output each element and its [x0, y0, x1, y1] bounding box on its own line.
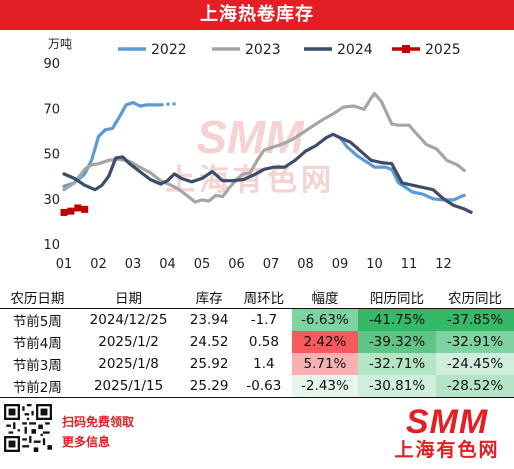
- cell-solar-yoy: -41.75%: [358, 308, 436, 331]
- cell-lunar-date: 节前2周: [0, 375, 75, 398]
- cell-date: 2025/1/2: [98, 334, 159, 350]
- cell-inventory: 24.52: [189, 334, 229, 350]
- series-line-2022: [338, 136, 466, 202]
- header-lunar-yoy: 农历同比: [435, 286, 514, 309]
- cell-inventory: 23.94: [189, 312, 229, 328]
- cell-amplitude: -6.63%: [291, 308, 358, 331]
- y-axis: 10 30 50 70 90 万吨: [43, 37, 72, 253]
- x-tick-label: 05: [194, 257, 211, 272]
- smm-logo: SMM 上海有色网: [384, 405, 510, 461]
- cell-inventory: 25.92: [189, 356, 229, 372]
- series-line-2024: [62, 132, 473, 214]
- inventory-table: 农历日期 日期 库存 周环比 幅度 阳历同比 农历同比 节前5周 2024/12…: [0, 286, 514, 398]
- cell-lunar-yoy: -24.45%: [435, 353, 514, 375]
- y-tick-label: 10: [43, 238, 60, 253]
- x-tick-label: 11: [401, 257, 418, 272]
- table-row: 节前2周 2025/1/15 25.29 -0.63 -2.43% -30.81…: [0, 375, 514, 398]
- cell-lunar-yoy: -28.52%: [435, 375, 514, 398]
- x-tick-label: 07: [263, 257, 280, 272]
- y-tick-label: 30: [43, 193, 60, 208]
- smm-logo-text: SMM: [405, 403, 489, 441]
- legend-marker-2025: [402, 45, 410, 53]
- smm-logo-subtitle: 上海有色网: [394, 439, 500, 461]
- header-amplitude: 幅度: [291, 286, 358, 309]
- x-tick-label: 10: [366, 257, 383, 272]
- legend-label-2024: 2024: [337, 42, 373, 58]
- x-tick-label: 03: [125, 257, 142, 272]
- cell-wow: 0.58: [248, 334, 279, 350]
- cell-amplitude: 5.71%: [291, 353, 358, 375]
- cell-date: 2024/12/25: [89, 312, 168, 328]
- legend-label-2023: 2023: [245, 42, 281, 58]
- x-tick-label: 06: [228, 257, 245, 272]
- cell-inventory: 25.29: [182, 375, 236, 398]
- header-date: 日期: [74, 286, 183, 309]
- y-tick-label: 50: [43, 148, 60, 163]
- cell-amplitude: 2.42%: [291, 331, 358, 353]
- table-row: 节前5周 2024/12/25 23.94 -1.7 -6.63% -41.75…: [0, 308, 514, 331]
- cell-lunar-yoy: -37.85%: [435, 308, 514, 331]
- cell-lunar-yoy: -32.91%: [435, 331, 514, 353]
- legend-label-2025: 2025: [425, 42, 461, 58]
- cell-date: 2025/1/15: [74, 375, 183, 398]
- cell-amplitude: -2.43%: [291, 375, 358, 398]
- x-tick-label: 02: [90, 257, 107, 272]
- watermark-text: SMM: [196, 111, 305, 163]
- header-wow: 周环比: [235, 286, 292, 309]
- header-inventory: 库存: [182, 286, 236, 309]
- y-unit-label: 万吨: [48, 37, 72, 51]
- series-marker-2025: [60, 208, 68, 216]
- cell-lunar-date: 节前5周: [12, 314, 62, 330]
- series-marker-2025: [74, 204, 82, 212]
- table-row: 节前3周 2025/1/8 25.92 1.4 5.71% -32.71% -2…: [0, 353, 514, 375]
- cell-wow: -0.63: [235, 375, 292, 398]
- series-marker-2025: [67, 207, 75, 215]
- y-tick-label: 90: [43, 57, 60, 72]
- x-tick-label: 08: [297, 257, 314, 272]
- y-tick-label: 70: [43, 102, 60, 117]
- series-marker-2025: [81, 205, 89, 213]
- cell-wow: 1.4: [253, 356, 275, 372]
- series-line-2022: [62, 100, 163, 188]
- cell-date: 2025/1/8: [98, 356, 159, 372]
- cell-solar-yoy: -39.32%: [358, 331, 436, 353]
- series-line-2023: [62, 91, 466, 204]
- x-tick-label: 09: [332, 257, 349, 272]
- x-tick-label: 01: [56, 257, 73, 272]
- cell-solar-yoy: -32.71%: [358, 353, 436, 375]
- series-line-2022-dashed: [160, 102, 178, 107]
- cell-lunar-date: 节前3周: [12, 358, 62, 374]
- cell-wow: -1.7: [250, 312, 278, 328]
- x-tick-label: 12: [435, 257, 452, 272]
- table-header-row: 农历日期 日期 库存 周环比 幅度 阳历同比 农历同比: [0, 286, 514, 309]
- series-lines: [60, 91, 473, 216]
- table-row: 节前4周 2025/1/2 24.52 0.58 2.42% -39.32% -…: [0, 331, 514, 353]
- header-lunar-date: 农历日期: [0, 286, 75, 309]
- qr-code[interactable]: [4, 404, 52, 452]
- cell-solar-yoy: -30.81%: [358, 375, 436, 398]
- legend-label-2022: 2022: [151, 42, 187, 58]
- promo-more-info-text: 更多信息: [62, 435, 111, 449]
- cell-lunar-date: 节前4周: [12, 336, 62, 352]
- header-solar-yoy: 阳历同比: [358, 286, 436, 309]
- x-axis: 01 02 03 04 05 06 07 08 09 10 11 12: [56, 257, 452, 272]
- chart-title: 上海热卷库存: [0, 0, 514, 30]
- x-tick-label: 04: [159, 257, 176, 272]
- legend: 2022 2023 2024 2025: [118, 42, 461, 58]
- promo-scan-text: 扫码免费领取: [62, 415, 135, 429]
